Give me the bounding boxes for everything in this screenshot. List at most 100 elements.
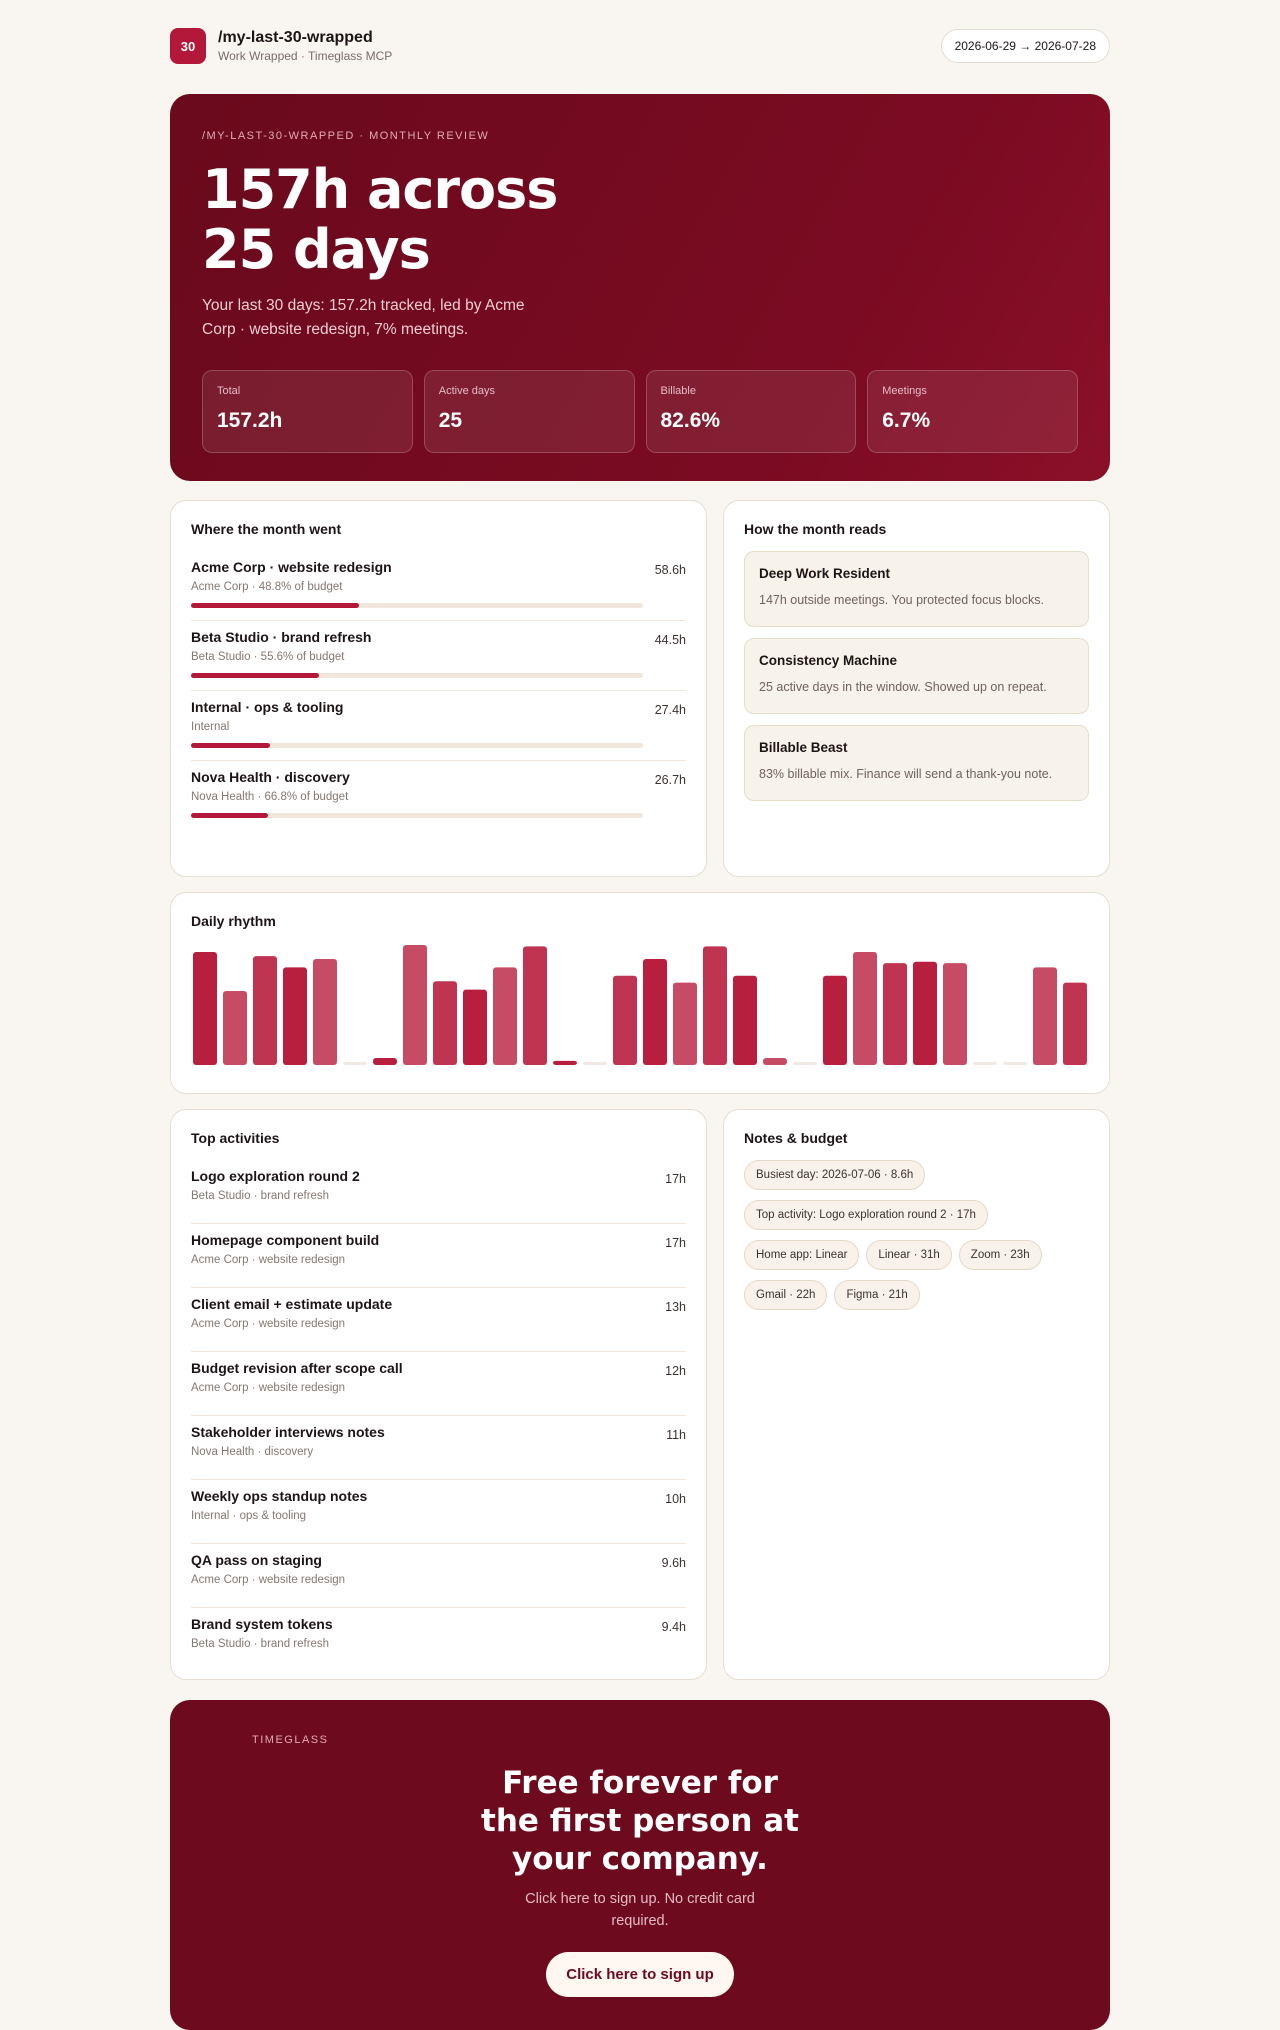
stat: Total 157.2h (202, 370, 413, 453)
chip: Zoom · 23h (958, 1240, 1042, 1270)
project-name: Nova Health · discovery (191, 769, 350, 785)
activity-row: Weekly ops standup notes Internal · ops &… (191, 1480, 686, 1544)
header: 30 /my-last-30-wrapped Work Wrapped · Tim… (170, 28, 1110, 64)
project-row: Internal · ops & tooling Internal 27.4h (191, 691, 686, 761)
activity-meta: Acme Corp · website redesign (191, 1382, 346, 1394)
card-title: Top activities (191, 1130, 280, 1146)
day-bar (823, 975, 847, 1065)
day-bar (673, 982, 697, 1065)
day-bar (733, 975, 757, 1065)
day-bar (853, 951, 877, 1065)
insight-text: 147h outside meetings. You protected foc… (759, 593, 1044, 607)
stat-value: 6.7% (882, 409, 931, 432)
day-bar (583, 1062, 607, 1065)
day-bar (793, 1062, 817, 1065)
activity-row: Budget revision after scope call Acme Cor… (191, 1352, 686, 1416)
progress-track (191, 673, 643, 678)
project-meta: Beta Studio · 55.6% of budget (191, 651, 345, 663)
card-title: Daily rhythm (191, 913, 276, 929)
progress-track (191, 743, 643, 748)
notes-card: Notes & budget Busiest day: 2026-07-06 · … (723, 1109, 1110, 1680)
activity-name: Homepage component build (191, 1232, 380, 1248)
activity-meta: Beta Studio · brand refresh (191, 1638, 330, 1650)
day-bar (493, 967, 517, 1065)
activity-hours: 9.4h (661, 1620, 686, 1634)
project-row: Nova Health · discovery Nova Health · 66.… (191, 761, 686, 830)
progress-bar (191, 673, 319, 678)
cta-text[interactable]: Click here to sign up. No credit card re… (525, 1891, 755, 1929)
cta: TIMEGLASS Free forever for the first per… (170, 1700, 1110, 2030)
stat-label: Billable (660, 385, 696, 397)
progress-bar (191, 743, 270, 748)
day-bar (373, 1058, 397, 1065)
project-meta: Nova Health · 66.8% of budget (191, 791, 349, 803)
day-bar (913, 961, 937, 1065)
day-bar (1063, 982, 1087, 1065)
projects-card: Where the month went Acme Corp · website … (170, 500, 707, 877)
card-title: How the month reads (744, 521, 887, 537)
chip: Linear · 31h (866, 1240, 952, 1270)
project-hours: 26.7h (654, 773, 686, 787)
day-bar (613, 975, 637, 1065)
day-bar (223, 991, 247, 1065)
insight-card: Deep Work Resident 147h outside meetings.… (744, 551, 1089, 627)
day-bar (313, 958, 337, 1065)
activity-hours: 9.6h (661, 1556, 686, 1570)
bar-chart (193, 945, 1087, 1065)
progress-bar (191, 603, 360, 608)
activity-name: QA pass on staging (191, 1552, 322, 1568)
chip: Figma · 21h (834, 1280, 920, 1310)
project-hours: 44.5h (654, 633, 686, 647)
day-bar (763, 1058, 787, 1065)
progress-track (191, 603, 643, 608)
day-bar (943, 963, 967, 1065)
activity-name: Logo exploration round 2 (191, 1168, 360, 1184)
stat: Meetings 6.7% (867, 370, 1078, 453)
title: /my-last-30-wrapped (218, 29, 373, 46)
day-bar (403, 945, 427, 1065)
activity-hours: 11h (666, 1428, 686, 1442)
project-name: Internal · ops & tooling (191, 699, 344, 715)
day-bar (703, 946, 727, 1065)
activity-name: Weekly ops standup notes (191, 1488, 368, 1504)
insight-title: Consistency Machine (759, 653, 898, 668)
progress-track (191, 813, 643, 818)
activity-row: Brand system tokens Beta Studio · brand r… (191, 1608, 686, 1672)
project-meta: Acme Corp · 48.8% of budget (191, 581, 343, 593)
activity-row: Stakeholder interviews notes Nova Health … (191, 1416, 686, 1480)
project-name: Beta Studio · brand refresh (191, 629, 372, 645)
stat-value: 25 (438, 409, 463, 432)
badge: 30 (170, 28, 206, 64)
activity-row: Homepage component build Acme Corp · webs… (191, 1224, 686, 1288)
stat-label: Total (217, 385, 241, 397)
activity-meta: Internal · ops & tooling (191, 1510, 307, 1522)
stats: Total 157.2h Active days 25 Billable 82.6% Mee… (202, 370, 1078, 453)
insight-card: Consistency Machine 25 active days in the… (744, 638, 1089, 714)
eyebrow: TIMEGLASS (252, 1734, 329, 1746)
day-bar (343, 1062, 367, 1065)
day-bar (643, 958, 667, 1065)
daily-card: Daily rhythm (170, 892, 1110, 1094)
activity-hours: 13h (665, 1300, 686, 1314)
stat: Billable 82.6% (645, 370, 857, 453)
day-bar (193, 951, 217, 1065)
project-name: Acme Corp · website redesign (191, 559, 392, 575)
day-bar (523, 946, 547, 1065)
day-bar (553, 1060, 577, 1065)
stat-value: 157.2h (217, 409, 283, 432)
day-bar (463, 989, 487, 1065)
signup-button[interactable]: Click here to sign up (546, 1952, 734, 1997)
project-hours: 27.4h (654, 703, 686, 717)
project-hours: 58.6h (654, 563, 686, 577)
cta-headline: Free forever for the first person at you… (481, 1765, 799, 1877)
reads-card: How the month reads Deep Work Resident 147… (723, 500, 1110, 877)
activities-card: Top activities Logo exploration round 2 Be… (170, 1109, 707, 1680)
project-row: Beta Studio · brand refresh Beta Studio ·… (191, 621, 686, 691)
progress-bar (191, 813, 268, 818)
activity-name: Brand system tokens (191, 1616, 333, 1632)
activity-row: Logo exploration round 2 Beta Studio · br… (191, 1160, 686, 1224)
activity-meta: Acme Corp · website redesign (191, 1318, 346, 1330)
activity-row: QA pass on staging Acme Corp · website re… (191, 1544, 686, 1608)
activity-name: Client email + estimate update (191, 1296, 393, 1312)
